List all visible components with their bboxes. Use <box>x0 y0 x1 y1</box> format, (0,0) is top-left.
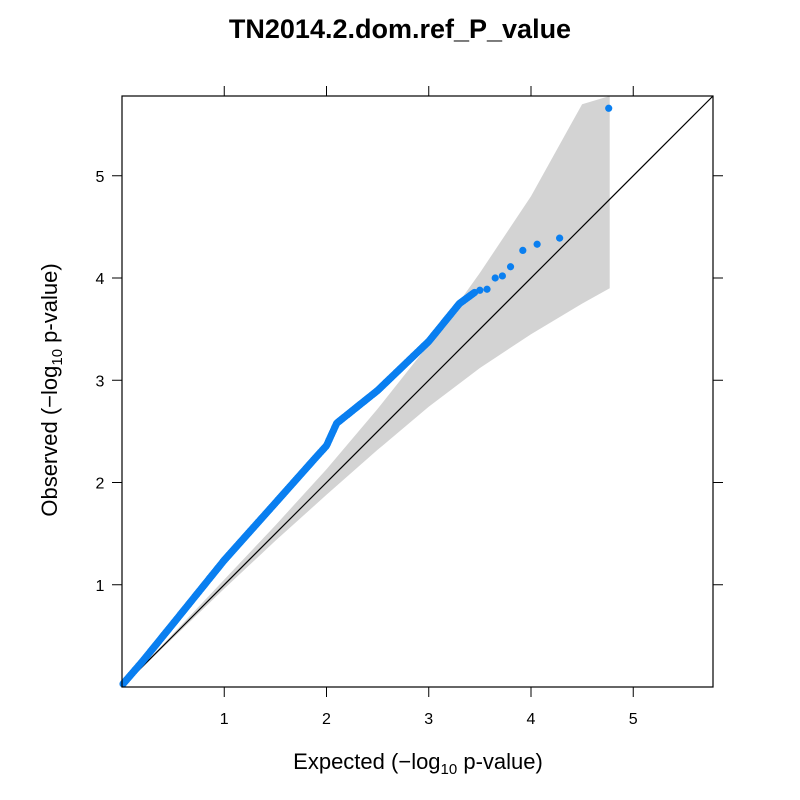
y-axis-label: Observed (−log10 p-value) <box>37 263 66 516</box>
outlier-point-4 <box>506 263 515 271</box>
x-tick-label-3: 4 <box>527 711 536 728</box>
y-axis-label-log: log <box>37 366 62 395</box>
x-axis-label-suffix: p-value) <box>457 749 543 774</box>
points-group <box>119 104 613 688</box>
x-tick-label-2: 3 <box>424 711 433 728</box>
x-tick-label-0: 1 <box>220 711 229 728</box>
x-tick-label-4: 5 <box>629 711 638 728</box>
outlier-point-6 <box>533 240 541 248</box>
y-tick-label-4: 5 <box>96 169 105 186</box>
y-axis-label-sub: 10 <box>49 349 66 366</box>
plot-frame <box>121 95 714 688</box>
x-axis-label-log: log <box>411 749 440 774</box>
x-axis-label-sub: 10 <box>441 761 458 778</box>
reference-line <box>121 95 714 688</box>
outlier-point-0 <box>476 286 484 294</box>
y-tick-label-0: 1 <box>96 578 105 595</box>
y-tick-label-1: 2 <box>96 476 105 493</box>
outlier-point-8 <box>605 104 613 112</box>
y-axis-label-suffix: p-value) <box>37 263 62 349</box>
x-axis-label: Expected (−log10 p-value) <box>293 749 543 778</box>
outlier-point-2 <box>491 274 499 282</box>
y-tick-label-2: 3 <box>96 373 105 390</box>
y-axis-label-minus: − <box>37 395 62 408</box>
x-tick-label-1: 2 <box>322 711 331 728</box>
y-tick-label-3: 4 <box>96 271 105 288</box>
outlier-point-3 <box>498 272 506 280</box>
chart-title: TN2014.2.dom.ref_P_value <box>229 14 571 44</box>
outlier-point-5 <box>519 246 527 254</box>
y-axis-label-prefix: Observed ( <box>37 407 62 516</box>
x-axis-label-minus: − <box>398 749 411 774</box>
x-axis-label-prefix: Expected ( <box>293 749 399 774</box>
outlier-point-1 <box>483 285 491 293</box>
plot-area <box>119 95 714 688</box>
axis-ticks: 1 2 3 4 5 1 2 3 4 5 <box>96 86 723 728</box>
confidence-band <box>122 96 610 687</box>
outlier-point-7 <box>556 234 564 242</box>
